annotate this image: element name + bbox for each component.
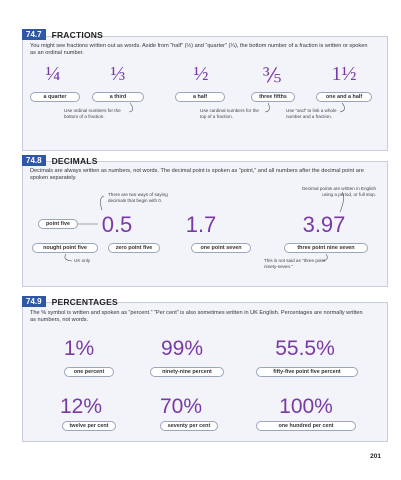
percent-label: ninety-nine percent bbox=[150, 367, 224, 377]
note-uk-only: UK only bbox=[74, 258, 91, 263]
fraction-symbol: ½ bbox=[193, 63, 209, 85]
note-english-period: Decimal points are written in English us… bbox=[301, 186, 376, 197]
note-ordinal: Use ordinal numbers for the bottom of a … bbox=[64, 108, 121, 119]
section-title: DECIMALS bbox=[51, 155, 98, 166]
percentages-header: 74.9 PERCENTAGES bbox=[22, 296, 118, 307]
section-title: FRACTIONS bbox=[51, 29, 103, 40]
leader-line bbox=[64, 253, 73, 262]
percent-symbol: 12% bbox=[59, 395, 103, 418]
percent-symbol: 99% bbox=[160, 337, 204, 360]
decimal-label: one point seven bbox=[191, 243, 251, 253]
decimals-header: 74.8 DECIMALS bbox=[22, 155, 98, 166]
decimal-label: nought point five bbox=[32, 243, 98, 253]
percent-label: seventy per cent bbox=[160, 421, 218, 431]
decimal-label: zero point five bbox=[108, 243, 160, 253]
leader-line bbox=[100, 195, 105, 211]
percent-symbol: 70% bbox=[159, 395, 203, 418]
decimal-symbol: 1.7 bbox=[185, 212, 217, 237]
section-number: 74.8 bbox=[22, 155, 46, 166]
fraction-symbol: ¼ bbox=[45, 63, 61, 85]
fractions-header: 74.7 FRACTIONS bbox=[22, 29, 103, 40]
percentages-intro: The % symbol is written and spoken as “p… bbox=[30, 310, 363, 324]
decimal-symbol: 0.5 bbox=[101, 212, 133, 237]
percent-symbol: 100% bbox=[279, 395, 333, 418]
percent-symbol: 55.5% bbox=[275, 337, 335, 360]
fractions-intro: You might see fractions written out as w… bbox=[30, 43, 368, 57]
section-number: 74.9 bbox=[22, 296, 46, 307]
decimal-symbol: 3.97 bbox=[302, 212, 346, 237]
decimal-label: three point nine seven bbox=[284, 243, 368, 253]
percent-label: one percent bbox=[64, 367, 114, 377]
fraction-label: a quarter bbox=[30, 92, 80, 102]
fraction-label: a third bbox=[92, 92, 144, 102]
point-label: point five bbox=[38, 219, 78, 229]
fraction-label: three fifths bbox=[251, 92, 295, 102]
fraction-symbol: ⅓ bbox=[110, 63, 126, 85]
fraction-label: one and a half bbox=[316, 92, 372, 102]
leader-line bbox=[339, 191, 344, 213]
percent-label: one hundred per cent bbox=[256, 421, 356, 431]
section-number: 74.7 bbox=[22, 29, 46, 40]
percent-label: fifty-five point five percent bbox=[256, 367, 358, 377]
note-not-ninety: This is not said as “three point ninety-… bbox=[264, 258, 326, 269]
note-and: Use “and” to link a whole number and a f… bbox=[286, 108, 337, 119]
fraction-symbol: ⅗ bbox=[262, 65, 282, 87]
leader-line bbox=[128, 102, 134, 113]
leader-line bbox=[339, 102, 345, 113]
leader-line bbox=[264, 102, 270, 113]
section-title: PERCENTAGES bbox=[51, 296, 118, 307]
fraction-label: a half bbox=[175, 92, 225, 102]
leader-line bbox=[321, 253, 328, 262]
percent-label: twelve per cent bbox=[62, 421, 116, 431]
note-two-ways: There are two ways of saying decimals th… bbox=[108, 192, 168, 203]
page-number: 201 bbox=[370, 453, 381, 460]
fraction-symbol: 1½ bbox=[331, 63, 357, 85]
percent-symbol: 1% bbox=[63, 337, 95, 360]
decimals-intro: Decimals are always written as numbers, … bbox=[30, 168, 364, 182]
note-cardinal: Use cardinal numbers for the top of a fr… bbox=[200, 108, 259, 119]
